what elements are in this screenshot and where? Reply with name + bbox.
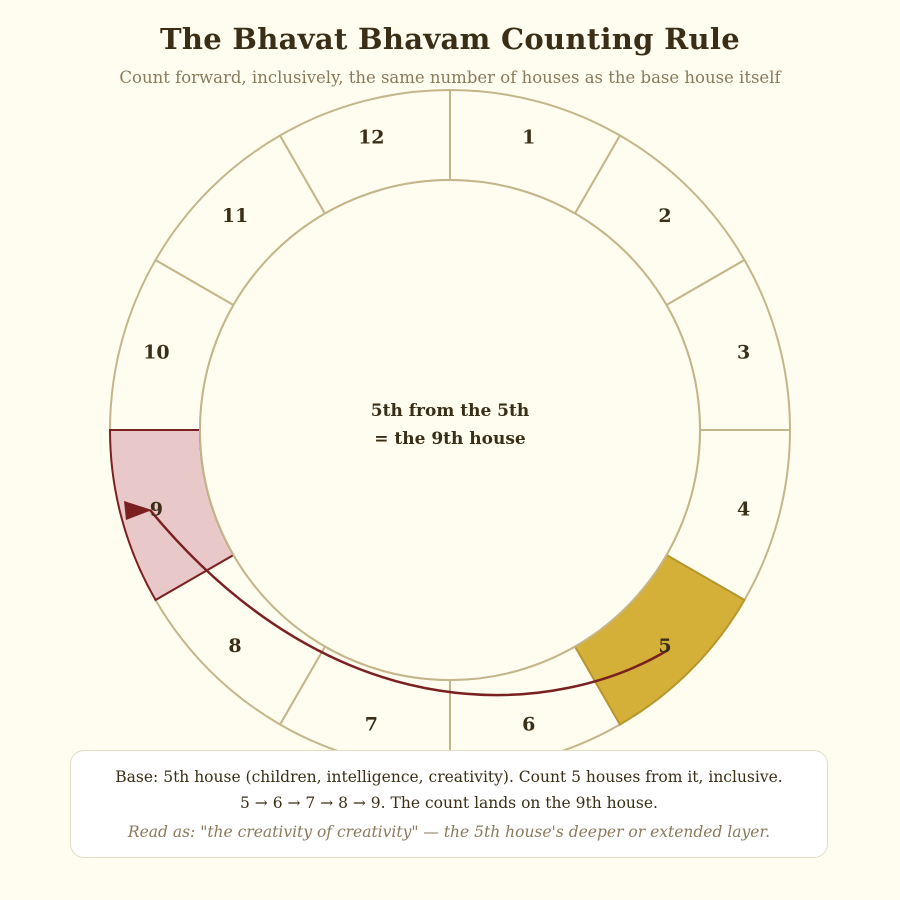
explanation-line-count: 5 → 6 → 7 → 8 → 9. The count lands on th… xyxy=(240,794,658,812)
house-label-8: 8 xyxy=(228,635,241,657)
center-label-line1: 5th from the 5th xyxy=(371,401,529,421)
house-label-12: 12 xyxy=(358,126,384,148)
house-label-3: 3 xyxy=(737,341,750,363)
diagram-subtitle: Count forward, inclusively, the same num… xyxy=(119,68,781,87)
house-label-5: 5 xyxy=(658,635,671,657)
diagram-title: The Bhavat Bhavam Counting Rule xyxy=(160,22,740,56)
explanation-line-base: Base: 5th house (children, intelligence,… xyxy=(115,768,783,786)
explanation-box: Base: 5th house (children, intelligence,… xyxy=(70,750,828,858)
house-label-7: 7 xyxy=(365,714,378,736)
house-label-6: 6 xyxy=(522,714,535,736)
house-label-11: 11 xyxy=(222,205,248,227)
count-arrow xyxy=(149,509,669,697)
explanation-line-reading: Read as: "the creativity of creativity" … xyxy=(127,823,771,841)
house-label-10: 10 xyxy=(143,341,169,363)
center-label-line2: = the 9th house xyxy=(374,429,526,449)
house-label-2: 2 xyxy=(658,205,671,227)
inner-circle xyxy=(199,179,701,681)
count-arrow-head xyxy=(124,501,152,520)
house-label-4: 4 xyxy=(737,499,750,521)
house-label-1: 1 xyxy=(522,126,535,148)
house-label-9: 9 xyxy=(150,499,163,521)
